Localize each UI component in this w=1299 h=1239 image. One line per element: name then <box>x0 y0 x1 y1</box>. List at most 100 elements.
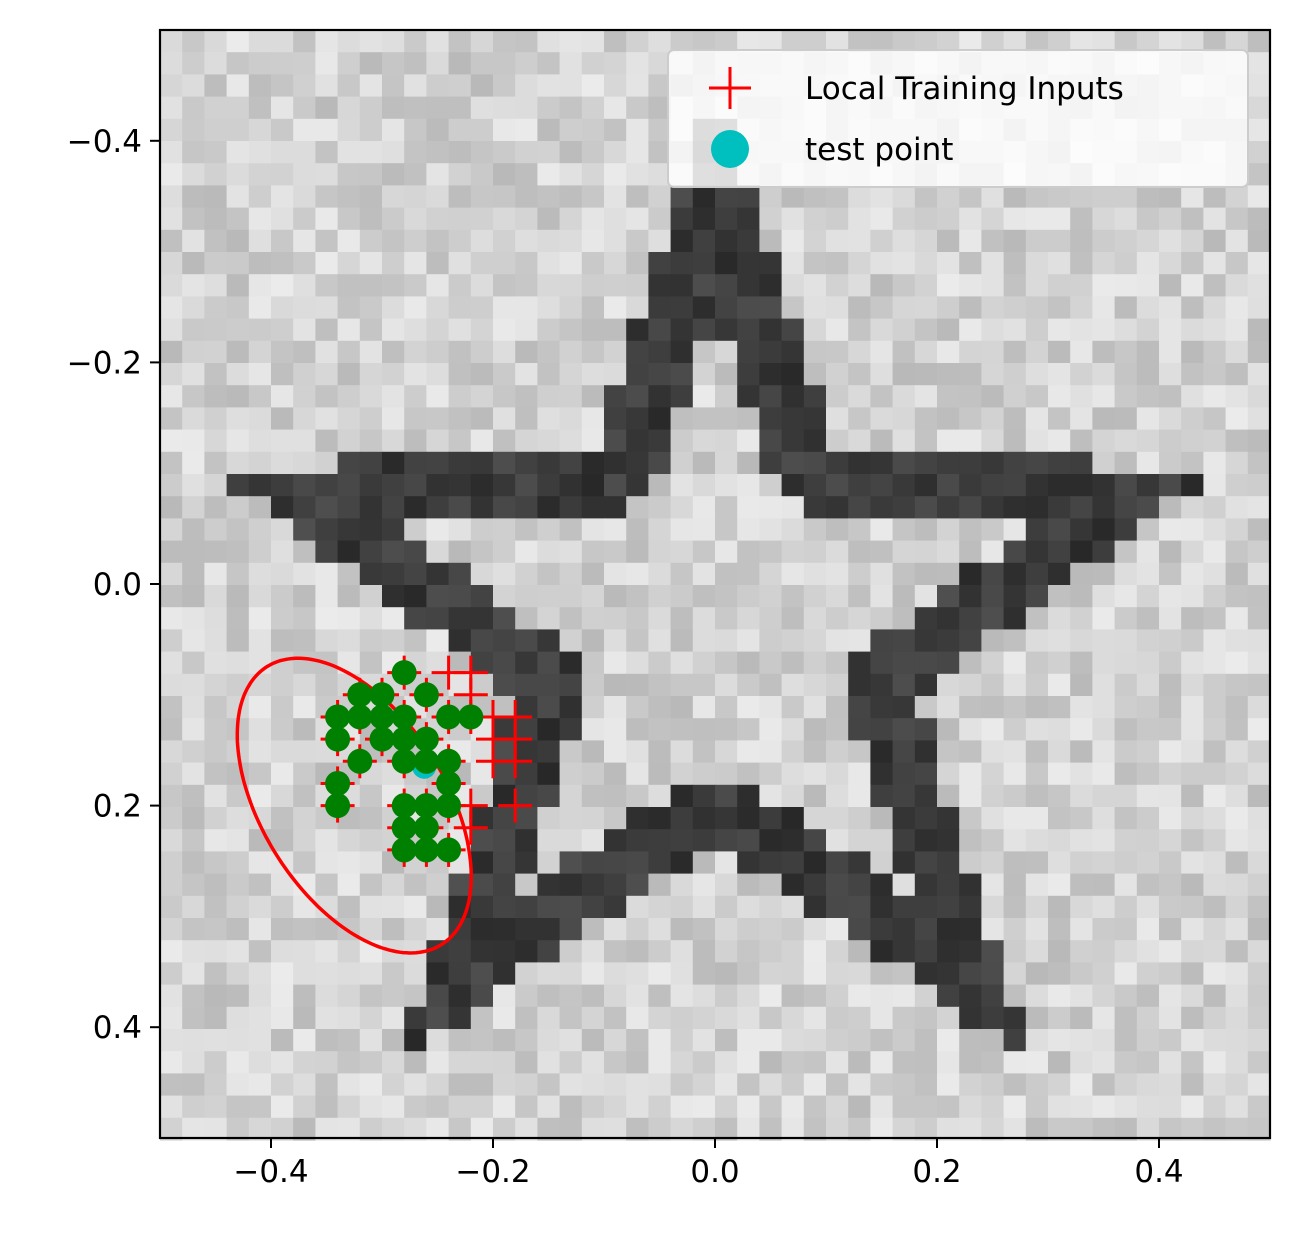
image-pixel <box>160 141 183 164</box>
image-pixel <box>382 1095 405 1119</box>
image-pixel <box>692 340 716 364</box>
image-pixel <box>581 207 605 231</box>
image-pixel <box>648 540 672 564</box>
image-pixel <box>359 252 383 275</box>
image-pixel <box>315 585 339 608</box>
image-pixel <box>715 540 738 564</box>
image-pixel <box>160 962 183 986</box>
image-pixel <box>648 962 672 986</box>
image-pixel <box>248 740 272 764</box>
image-pixel <box>914 1006 938 1030</box>
image-pixel <box>271 229 294 253</box>
image-pixel <box>959 185 982 209</box>
image-pixel <box>271 385 294 408</box>
image-pixel <box>737 451 760 475</box>
image-pixel <box>404 118 427 142</box>
image-pixel <box>204 451 228 475</box>
image-pixel <box>1003 318 1027 342</box>
image-pixel <box>581 696 605 719</box>
neighbor-point-marker <box>391 837 417 863</box>
image-pixel <box>248 318 272 342</box>
image-pixel <box>1025 518 1049 542</box>
image-pixel <box>382 629 405 653</box>
image-pixel <box>382 141 405 164</box>
image-pixel <box>293 296 316 320</box>
image-pixel <box>337 451 361 475</box>
image-pixel <box>1003 807 1027 830</box>
image-pixel <box>359 651 383 675</box>
image-pixel <box>493 229 516 253</box>
image-pixel <box>382 229 405 253</box>
image-pixel <box>182 96 205 120</box>
image-pixel <box>204 962 228 986</box>
image-pixel <box>1159 651 1182 675</box>
image-pixel <box>1159 474 1182 497</box>
image-pixel <box>870 851 894 875</box>
image-pixel <box>981 451 1005 475</box>
image-pixel <box>515 296 538 320</box>
image-pixel <box>959 673 982 697</box>
image-pixel <box>959 718 982 741</box>
image-pixel <box>160 718 183 741</box>
image-pixel <box>1247 851 1271 875</box>
image-pixel <box>448 52 472 75</box>
image-pixel <box>1203 318 1227 342</box>
image-pixel <box>1114 185 1138 209</box>
image-pixel <box>315 252 339 275</box>
image-pixel <box>1092 1029 1116 1052</box>
image-pixel <box>293 474 316 497</box>
image-pixel <box>559 363 583 386</box>
image-pixel <box>226 118 250 142</box>
image-pixel <box>1070 762 1093 786</box>
image-pixel <box>1070 740 1093 764</box>
image-pixel <box>1203 1029 1227 1052</box>
image-pixel <box>1048 30 1071 53</box>
image-pixel <box>448 607 472 630</box>
image-pixel <box>870 1073 894 1097</box>
image-pixel <box>870 629 894 653</box>
image-pixel <box>559 607 583 630</box>
image-pixel <box>959 407 982 431</box>
image-pixel <box>204 540 228 564</box>
image-pixel <box>1092 451 1116 475</box>
image-pixel <box>315 207 339 231</box>
image-pixel <box>670 185 694 209</box>
image-pixel <box>315 74 339 98</box>
image-pixel <box>1225 895 1249 919</box>
image-pixel <box>559 229 583 253</box>
image-pixel <box>959 607 982 630</box>
image-pixel <box>759 407 783 431</box>
image-pixel <box>1203 562 1227 586</box>
image-pixel <box>382 1029 405 1052</box>
image-pixel <box>1048 474 1071 497</box>
image-pixel <box>537 1051 561 1074</box>
image-pixel <box>1225 918 1249 941</box>
image-pixel <box>626 429 649 453</box>
image-pixel <box>1203 340 1227 364</box>
image-pixel <box>937 1051 960 1074</box>
image-pixel <box>426 296 450 320</box>
image-pixel <box>271 940 294 963</box>
training-input-marker <box>498 788 533 823</box>
image-pixel <box>226 518 250 542</box>
image-pixel <box>670 1006 694 1030</box>
image-pixel <box>271 629 294 653</box>
image-pixel <box>404 274 427 297</box>
image-pixel <box>1181 429 1204 453</box>
image-pixel <box>581 185 605 209</box>
image-pixel <box>581 607 605 630</box>
image-pixel <box>715 185 738 209</box>
image-pixel <box>293 74 316 98</box>
image-pixel <box>581 96 605 120</box>
image-pixel <box>1181 895 1204 919</box>
image-pixel <box>1114 784 1138 808</box>
image-pixel <box>1247 474 1271 497</box>
image-pixel <box>581 784 605 808</box>
image-pixel <box>1159 385 1182 408</box>
image-pixel <box>1070 207 1093 231</box>
image-pixel <box>1247 962 1271 986</box>
image-pixel <box>226 851 250 875</box>
image-pixel <box>781 1117 805 1141</box>
image-pixel <box>337 540 361 564</box>
image-pixel <box>1025 918 1049 941</box>
